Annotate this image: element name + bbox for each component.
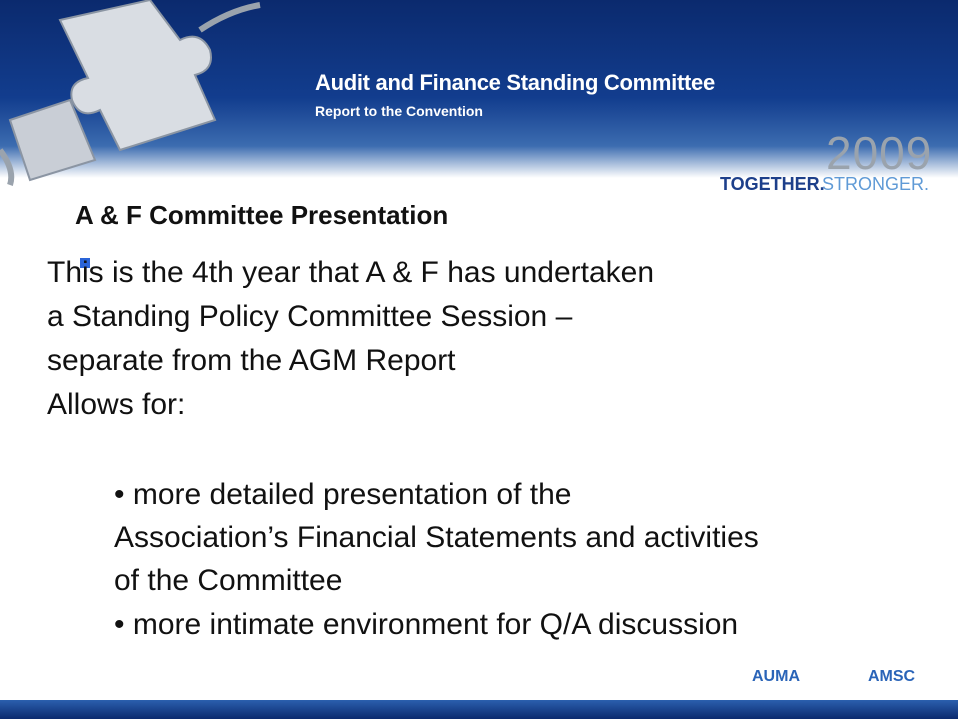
- body-line: Association’s Financial Statements and a…: [114, 521, 759, 554]
- body-line: This is the 4th year that A & F has unde…: [47, 256, 655, 289]
- body-line: of the Committee: [114, 564, 343, 597]
- body-line: Allows for:: [47, 388, 186, 421]
- logo: AMSC: [868, 668, 916, 685]
- tagline: TOGETHER.: [720, 174, 825, 194]
- slide-heading: A & F Committee Presentation: [75, 200, 449, 230]
- puzzle-graphic: [0, 0, 261, 186]
- header-subtitle: Report to the Convention: [315, 103, 483, 119]
- bullet-marker: [80, 258, 90, 268]
- footer-bar: [0, 700, 958, 719]
- tagline: STRONGER.: [822, 174, 930, 194]
- body-line: • more intimate environment for Q/A disc…: [114, 608, 739, 641]
- header-title: Audit and Finance Standing Committee: [315, 70, 715, 95]
- logo: AUMA: [752, 668, 800, 685]
- body-line: separate from the AGM Report: [47, 344, 456, 377]
- body-line: a Standing Policy Committee Session –: [47, 300, 573, 333]
- year: 2009: [826, 127, 933, 179]
- body-line: • more detailed presentation of the: [114, 478, 572, 511]
